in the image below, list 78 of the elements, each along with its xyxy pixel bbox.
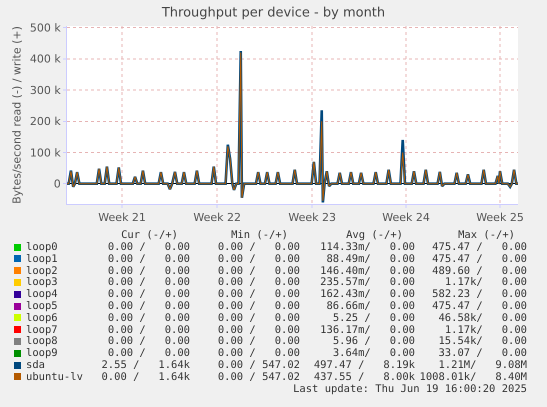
legend-label: loop6 [26, 312, 58, 324]
y-axis-title: Bytes/second read (-) / write (+) [10, 26, 24, 204]
legend-label: loop3 [26, 276, 58, 288]
x-tick-label: Week 22 [193, 211, 241, 224]
legend-label: loop2 [26, 264, 58, 277]
y-tick-label: 100 k [30, 146, 62, 160]
text: 0.00 / 0.00 [218, 252, 300, 265]
text: 1.17k/ 0.00 [444, 324, 527, 336]
text: 0.00 / 0.00 [108, 300, 190, 312]
text: 475.47 / 0.00 [432, 241, 527, 253]
text: 489.60 / 0.00 [432, 264, 527, 277]
legend-label: loop0 [26, 241, 58, 253]
text: Avg (-/+) [346, 229, 403, 241]
y-tick-label: 400 k [30, 52, 62, 66]
text: 0.00 / 0.00 [218, 347, 300, 360]
text: 235.57m/ 0.00 [320, 276, 415, 288]
text: 475.47 / 0.00 [432, 252, 527, 265]
text: 0.00 / 0.00 [108, 335, 190, 348]
text: 136.17m/ 0.00 [320, 324, 415, 336]
text: 0.00 / 0.00 [108, 241, 190, 253]
text: 1008.01k/ 8.40M [420, 370, 527, 383]
legend-label: ubuntu-lv [26, 370, 83, 383]
text: 3.64m/ 0.00 [332, 347, 415, 360]
text: 0.00 / 0.00 [218, 264, 300, 277]
x-tick-label: Week 24 [382, 211, 430, 224]
x-tick-label: Week 23 [288, 211, 336, 224]
text: 15.54k/ 0.00 [438, 335, 527, 348]
text: 0.00 / 0.00 [108, 264, 190, 277]
text: 86.66m/ 0.00 [326, 300, 415, 312]
chart-title: Throughput per device - by month [160, 6, 386, 21]
text: 0.00 / 0.00 [218, 324, 300, 336]
text: 0.00 / 0.00 [218, 241, 300, 253]
text: 0.00 / 0.00 [108, 312, 190, 324]
text: Max (-/+) [458, 229, 515, 241]
text: 162.43m/ 0.00 [320, 288, 415, 300]
text: 2.55 / 1.64k [101, 359, 190, 371]
text: 114.33m/ 0.00 [320, 241, 415, 253]
text: 146.40m/ 0.00 [320, 264, 415, 277]
text: 0.00 / 0.00 [108, 324, 190, 336]
text: 0.00 / 0.00 [108, 347, 190, 360]
text: 0.00 / 0.00 [218, 335, 300, 348]
legend-label: loop9 [26, 347, 58, 360]
text: 497.47 / 8.19k [314, 359, 415, 371]
text: Last update: Thu Jun 19 16:00:20 2025 [293, 382, 527, 395]
text: 475.47 / 0.00 [432, 300, 527, 312]
legend-label: loop7 [26, 324, 58, 336]
text: 0.00 / 0.00 [218, 300, 300, 312]
legend-label: loop4 [26, 288, 58, 300]
text: 0.00 / 547.02 [218, 359, 300, 371]
text: 46.58k/ 0.00 [438, 312, 527, 324]
text: 0.00 / 0.00 [218, 312, 300, 324]
text: 0.00 / 0.00 [218, 288, 300, 300]
legend-label: loop1 [26, 252, 58, 265]
text: 33.07 / 0.00 [438, 347, 527, 360]
text: 582.23 / 0.00 [432, 288, 527, 300]
y-tick-label: 500 k [30, 21, 62, 34]
x-tick-label: Week 25 [476, 211, 524, 224]
text: 0.00 / 0.00 [108, 288, 190, 300]
text: 0.00 / 0.00 [108, 252, 190, 265]
text: Min (-/+) [231, 229, 288, 241]
text: 0.00 / 0.00 [108, 276, 190, 288]
text: 0.00 / 0.00 [218, 276, 300, 288]
y-tick-label: 300 k [30, 84, 62, 97]
text: 1.21M/ 9.08M [438, 359, 527, 371]
legend-label: loop8 [26, 335, 58, 348]
text: 5.96 / 0.00 [332, 335, 415, 348]
text: 1.17k/ 0.00 [444, 276, 527, 288]
text: 0.00 / 1.64k [101, 370, 190, 383]
x-tick-label: Week 21 [98, 211, 146, 224]
text: 0.00 / 547.02 [218, 370, 300, 383]
legend-label: loop5 [26, 300, 58, 312]
text: Cur (-/+) [121, 229, 178, 241]
y-tick-label: 0 [54, 178, 61, 191]
text: 88.49m/ 0.00 [326, 252, 415, 265]
text: 437.55 / 8.00k [314, 370, 415, 383]
legend-label: sda [26, 359, 45, 371]
text: 5.25 / 0.00 [332, 312, 415, 324]
y-tick-label: 200 k [30, 115, 62, 128]
